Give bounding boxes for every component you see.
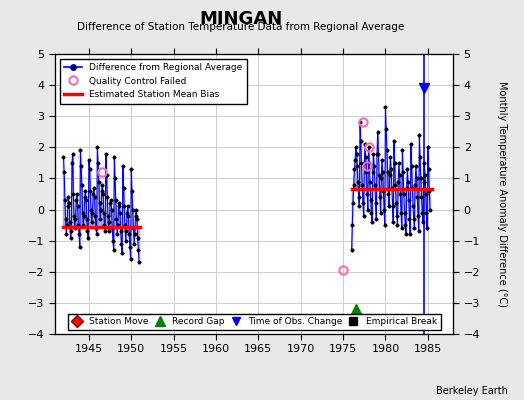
Legend: Station Move, Record Gap, Time of Obs. Change, Empirical Break: Station Move, Record Gap, Time of Obs. C… [68,314,441,330]
Text: Berkeley Earth: Berkeley Earth [436,386,508,396]
Text: Difference of Station Temperature Data from Regional Average: Difference of Station Temperature Data f… [78,22,405,32]
Text: MINGAN: MINGAN [200,10,282,28]
Y-axis label: Monthly Temperature Anomaly Difference (°C): Monthly Temperature Anomaly Difference (… [497,81,507,307]
